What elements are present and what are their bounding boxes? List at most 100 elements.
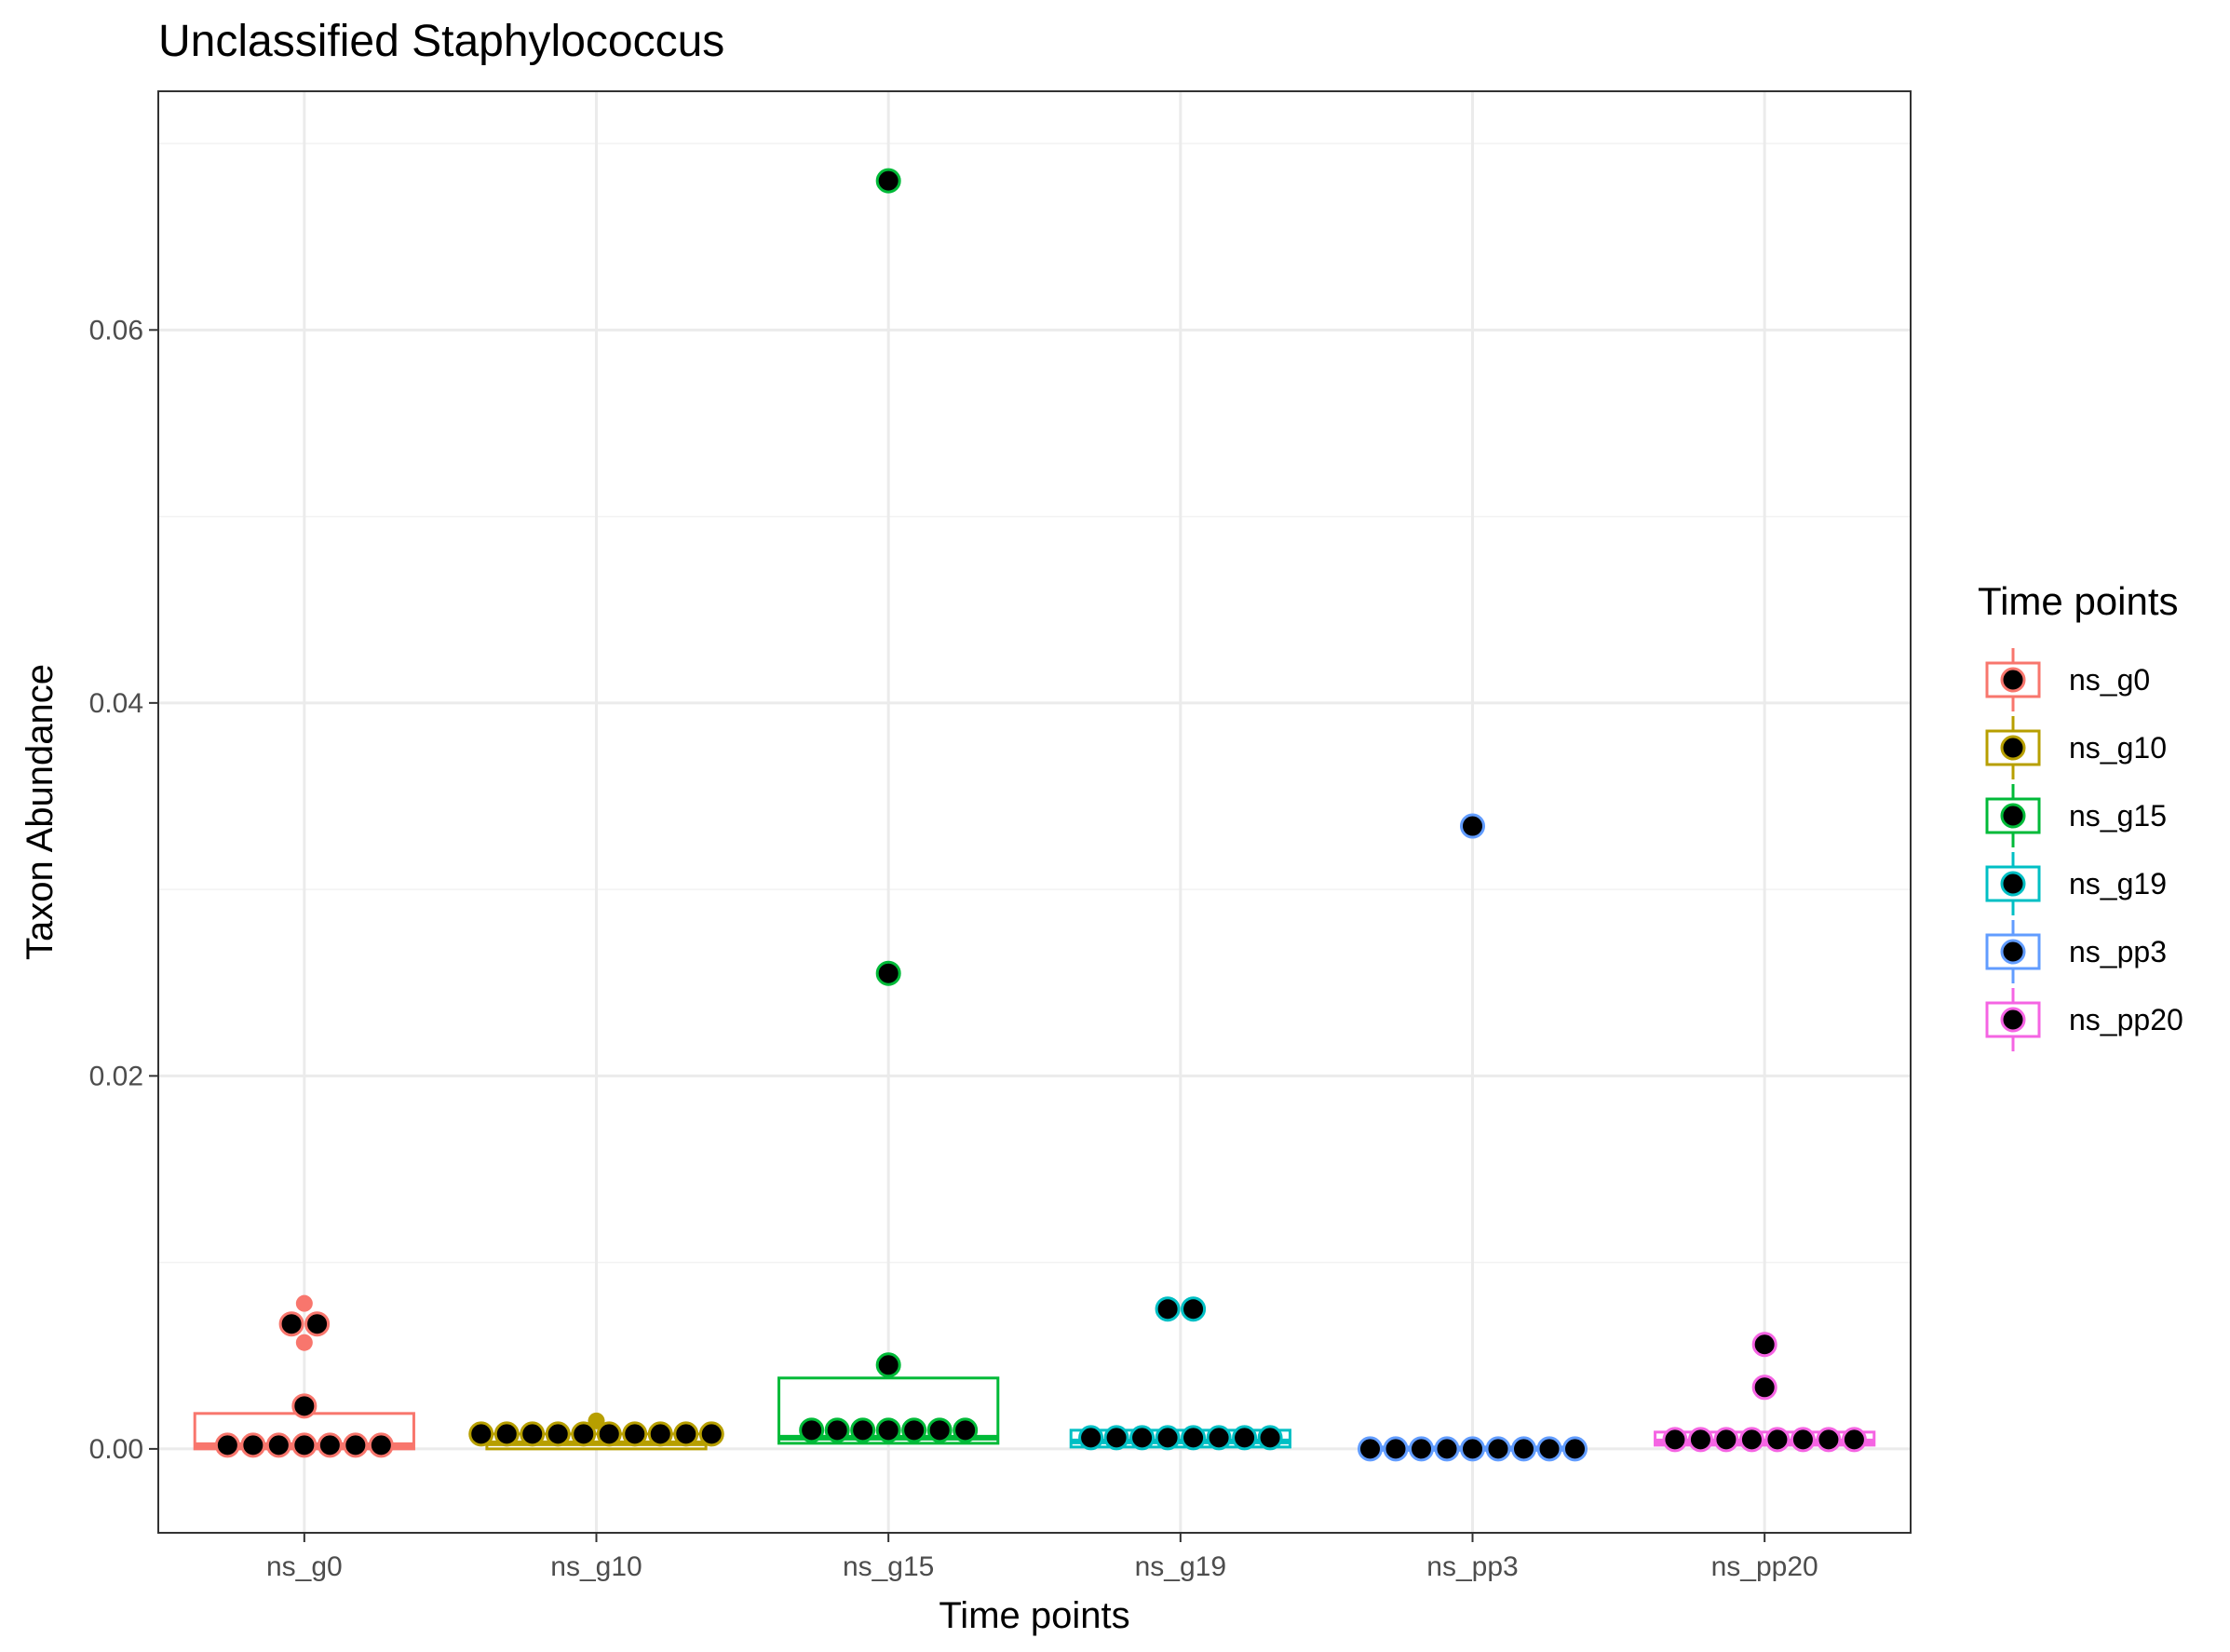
data-point	[278, 1311, 304, 1337]
data-point	[1536, 1436, 1562, 1462]
data-point	[1078, 1425, 1104, 1451]
data-point	[1738, 1427, 1764, 1453]
legend-label: ns_g10	[2069, 731, 2167, 765]
x-tick-label: ns_g19	[1135, 1551, 1226, 1582]
legend-label: ns_g0	[2069, 663, 2150, 697]
legend-label: ns_pp3	[2069, 935, 2167, 968]
data-point	[1687, 1427, 1713, 1453]
data-point	[875, 168, 901, 194]
series-ns_g10	[468, 1412, 724, 1451]
data-point	[1181, 1296, 1207, 1322]
legend-item-ns_g19: ns_g19	[1985, 852, 2167, 915]
data-point	[1103, 1425, 1129, 1451]
data-point	[875, 1417, 901, 1443]
data-point	[1460, 813, 1485, 839]
axes: 0.00 0.02 0.04 0.06 ns_g0 ns_g10 ns_g15 ns_g19 n…	[89, 315, 1818, 1582]
data-point	[520, 1421, 546, 1447]
data-point	[1841, 1427, 1867, 1453]
data-point	[1257, 1425, 1283, 1451]
grid-lines	[158, 91, 1911, 1533]
data-point	[901, 1417, 927, 1443]
data-point	[1155, 1425, 1181, 1451]
x-tick-label: ns_g10	[550, 1551, 642, 1582]
y-axis-title: Taxon Abundance	[20, 664, 61, 960]
data-point	[468, 1421, 494, 1447]
data-point	[1409, 1436, 1434, 1462]
data-point	[1816, 1427, 1842, 1453]
legend-key-point	[2000, 803, 2026, 829]
box-ns_g19	[1069, 1429, 1291, 1449]
data-point	[1511, 1436, 1536, 1462]
outlier-point	[295, 1334, 313, 1351]
data-point	[953, 1417, 979, 1443]
data-point	[545, 1421, 571, 1447]
data-point	[291, 1393, 318, 1419]
data-point	[304, 1311, 331, 1337]
legend-key-point	[2000, 939, 2026, 965]
data-point	[1713, 1427, 1739, 1453]
x-tick-label: ns_g15	[843, 1551, 934, 1582]
data-point	[1485, 1436, 1511, 1462]
legend-item-ns_pp20: ns_pp20	[1985, 988, 2183, 1051]
legend-key-point	[2000, 871, 2026, 897]
data-point	[291, 1432, 318, 1458]
data-point	[1751, 1332, 1777, 1358]
data-point	[214, 1432, 240, 1458]
outlier-point	[295, 1294, 313, 1312]
chart-title: Unclassified Staphylococcus	[158, 17, 724, 66]
legend-item-ns_g15: ns_g15	[1985, 784, 2167, 847]
data-point	[875, 960, 901, 986]
legend-item-ns_pp3: ns_pp3	[1985, 920, 2167, 983]
data-point	[368, 1432, 394, 1458]
plot-background	[158, 91, 1911, 1533]
legend-key-point	[2000, 1007, 2026, 1033]
legend-label: ns_g15	[2069, 799, 2167, 833]
legend-item-ns_g10: ns_g10	[1985, 716, 2167, 779]
series-ns_g19	[1069, 1296, 1291, 1451]
chart-marks	[193, 168, 1876, 1462]
data-point	[1460, 1436, 1485, 1462]
data-point	[1129, 1425, 1156, 1451]
y-tick-label: 0.04	[89, 688, 143, 719]
series-ns_pp3	[1358, 813, 1588, 1462]
legend: Time points ns_g0 ns_g10 ns_g15 ns_g19 ns_pp…	[1978, 579, 2183, 1051]
data-point	[875, 1352, 901, 1378]
data-point	[1181, 1425, 1207, 1451]
data-point	[1358, 1436, 1383, 1462]
data-point	[647, 1421, 673, 1447]
data-point	[1232, 1425, 1258, 1451]
data-point	[1206, 1425, 1232, 1451]
y-tick-label: 0.06	[89, 315, 143, 345]
y-tick-label: 0.00	[89, 1434, 143, 1465]
legend-key-point	[2000, 667, 2026, 693]
data-point	[240, 1432, 266, 1458]
legend-title: Time points	[1978, 579, 2179, 623]
data-point	[317, 1432, 343, 1458]
data-point	[698, 1421, 724, 1447]
legend-item-ns_g0: ns_g0	[1985, 648, 2150, 711]
data-point	[1383, 1436, 1409, 1462]
series-ns_pp20	[1654, 1332, 1876, 1453]
legend-label: ns_pp20	[2069, 1003, 2183, 1036]
data-point	[1790, 1427, 1816, 1453]
x-axis-title: Time points	[939, 1595, 1129, 1636]
data-point	[622, 1421, 648, 1447]
legend-label: ns_g19	[2069, 867, 2167, 900]
data-point	[493, 1421, 520, 1447]
data-point	[850, 1417, 876, 1443]
data-point	[596, 1421, 622, 1447]
data-point	[824, 1417, 850, 1443]
data-point	[343, 1432, 369, 1458]
x-tick-label: ns_pp20	[1711, 1551, 1818, 1582]
data-point	[265, 1432, 291, 1458]
plot-border	[157, 90, 1912, 1534]
data-point	[1764, 1427, 1791, 1453]
series-ns_g15	[777, 168, 1000, 1445]
series-ns_g0	[193, 1294, 415, 1458]
data-point	[1434, 1436, 1460, 1462]
data-point	[571, 1421, 597, 1447]
data-point	[1751, 1374, 1777, 1401]
legend-key-point	[2000, 735, 2026, 761]
x-tick-label: ns_pp3	[1426, 1551, 1518, 1582]
